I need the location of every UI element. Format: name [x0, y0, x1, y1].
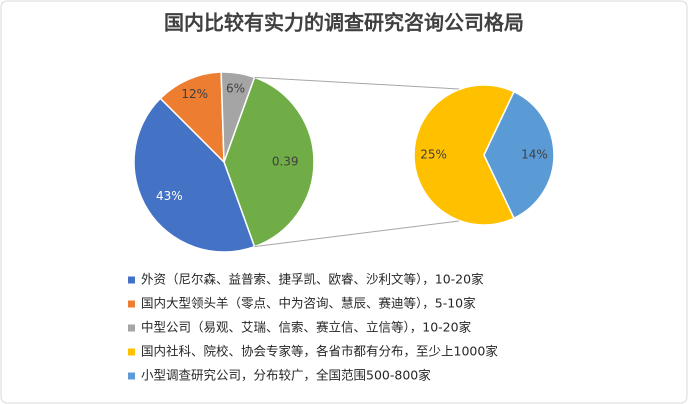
legend-swatch	[128, 348, 135, 356]
legend-label: 小型调查研究公司，分布较广，全国范围500-800家	[141, 368, 431, 383]
pie-slice	[133, 97, 256, 253]
data-label: 12%	[181, 87, 208, 101]
pie-slice	[220, 71, 256, 163]
legend-swatch	[128, 372, 135, 380]
data-label: 14%	[521, 148, 548, 162]
legend-label: 外资（尼尔森、益普索、捷孚凯、欧睿、沙利文等），10-20家	[141, 272, 484, 287]
connector-line	[254, 76, 460, 90]
connector-line	[254, 220, 460, 248]
chart-title: 国内比较有实力的调查研究咨询公司格局	[164, 11, 524, 35]
legend-label: 国内社科、院校、协会专家等，各省市都有分布，至少上1000家	[141, 344, 498, 359]
data-label: 25%	[420, 148, 447, 162]
legend-swatch	[128, 276, 135, 284]
data-label: 0.39	[272, 155, 299, 169]
legend-swatch	[128, 324, 135, 332]
data-label: 6%	[226, 82, 245, 96]
data-label: 43%	[156, 189, 183, 203]
legend-label: 中型公司（易观、艾瑞、信索、赛立信、立信等），10-20家	[141, 320, 472, 335]
pie-slice	[483, 90, 555, 220]
legend-label: 国内大型领头羊（零点、中为咨询、慧辰、赛迪等），5-10家	[141, 296, 476, 311]
pie-slice	[159, 71, 225, 164]
pie-slice	[223, 76, 315, 248]
pie-slice	[413, 84, 516, 226]
legend-swatch	[128, 300, 135, 308]
